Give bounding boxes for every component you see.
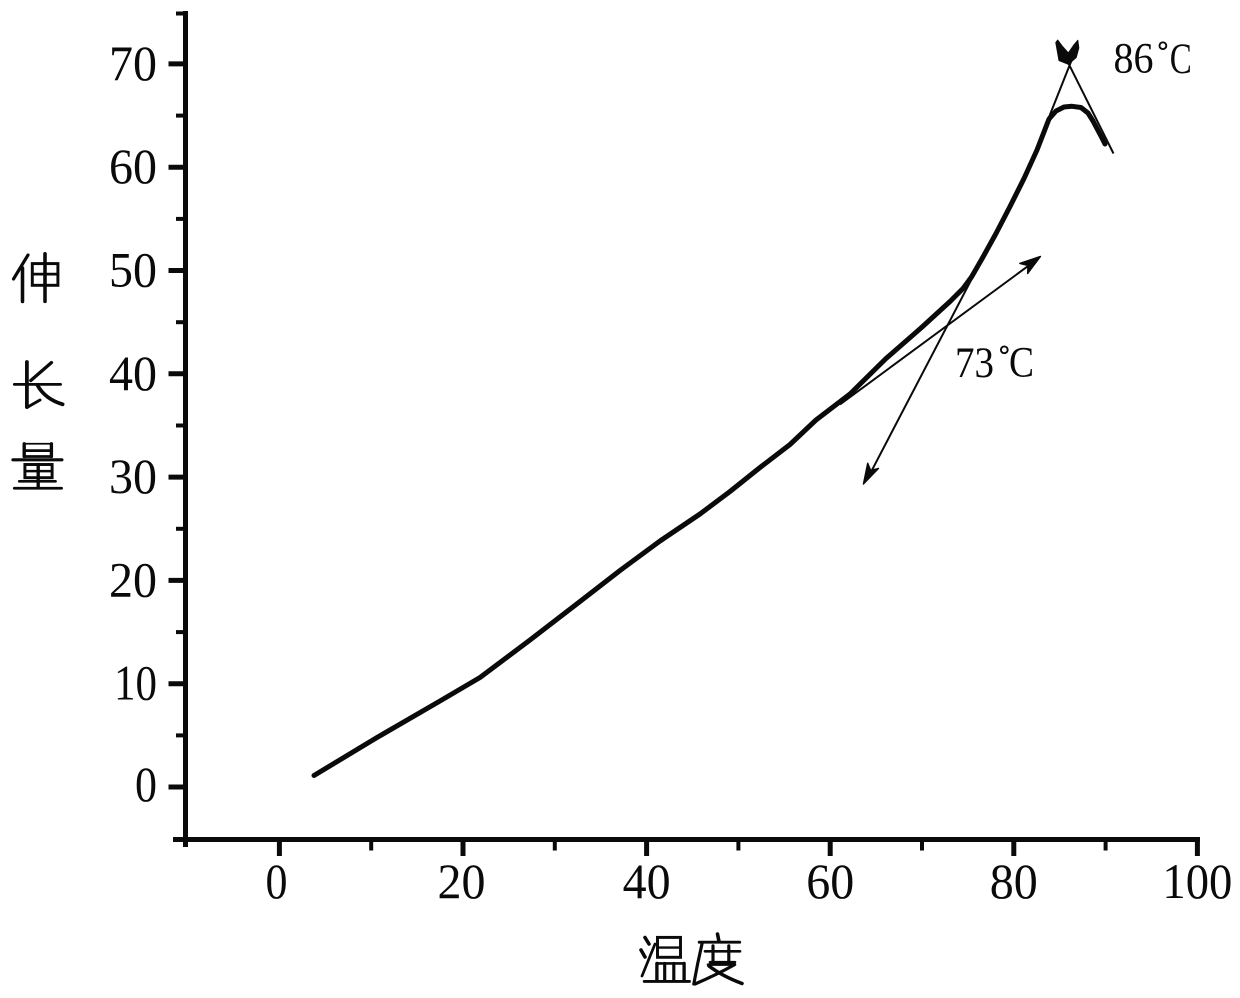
svg-text:70: 70 <box>109 35 157 91</box>
svg-text:40: 40 <box>623 853 671 909</box>
svg-text:60: 60 <box>109 138 157 194</box>
svg-text:C: C <box>1170 36 1192 83</box>
svg-text:40: 40 <box>109 345 157 401</box>
svg-text:50: 50 <box>109 242 157 298</box>
svg-text:20: 20 <box>109 551 157 607</box>
svg-text:0: 0 <box>135 756 157 812</box>
svg-text:30: 30 <box>109 448 157 504</box>
svg-text:100: 100 <box>1162 853 1232 909</box>
svg-text:60: 60 <box>806 853 854 909</box>
svg-text:86: 86 <box>1114 36 1154 83</box>
svg-text:80: 80 <box>990 853 1038 909</box>
svg-text:0: 0 <box>266 853 288 909</box>
svg-text:20: 20 <box>438 853 486 909</box>
svg-text:73: 73 <box>955 340 994 387</box>
svg-text:C: C <box>1009 340 1034 387</box>
svg-text:10: 10 <box>114 655 157 711</box>
